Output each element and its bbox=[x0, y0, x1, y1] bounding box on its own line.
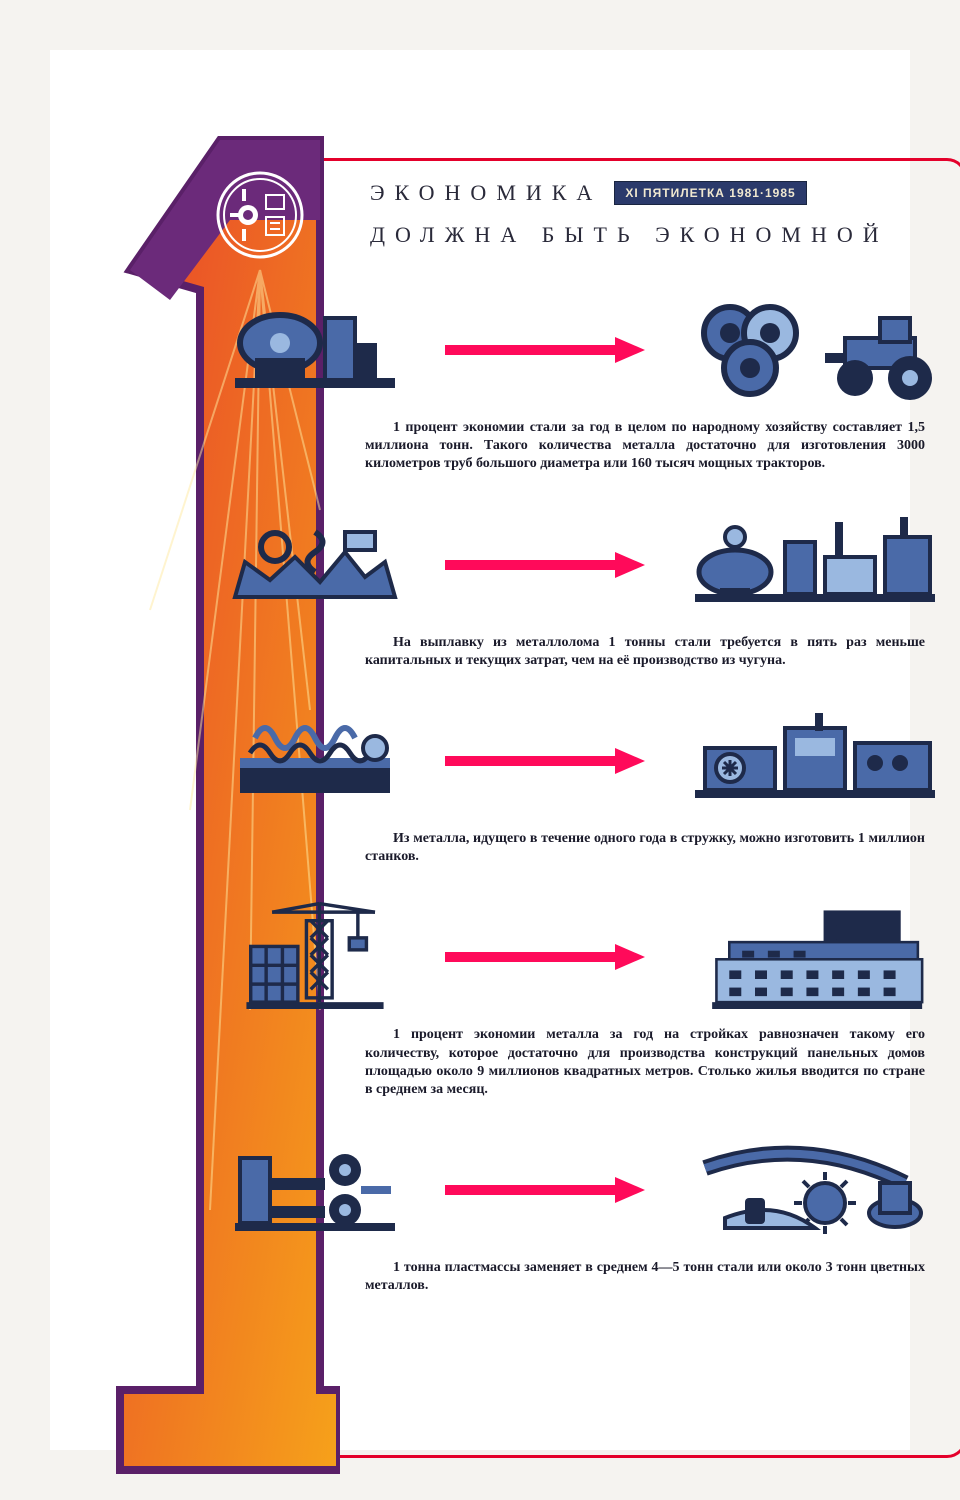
plastic-parts-icon bbox=[685, 1128, 945, 1253]
row-construction: 1 процент экономии металла за год на стр… bbox=[225, 892, 945, 1099]
row-text: На выплавку из металлолома 1 тонны стали… bbox=[365, 634, 925, 670]
row-swarf: Из металла, идущего в течение одного год… bbox=[225, 696, 945, 866]
arrow-icon bbox=[405, 335, 685, 365]
arrow-icon bbox=[405, 1175, 685, 1205]
apartment-blocks-icon bbox=[685, 895, 945, 1020]
title-top: ЭКОНОМИКА bbox=[370, 180, 602, 206]
scrap-icon bbox=[225, 502, 405, 627]
swarf-icon bbox=[225, 698, 405, 823]
steelworks-icon bbox=[685, 502, 945, 627]
rolling-mill-icon bbox=[225, 1128, 405, 1253]
content-column: 1 процент экономии стали за год в целом … bbox=[225, 285, 945, 1321]
header: ЭКОНОМИКА XI ПЯТИЛЕТКА 1981·1985 ДОЛЖНА … bbox=[370, 180, 940, 248]
furnace-icon bbox=[225, 288, 405, 413]
title-bottom: ДОЛЖНА БЫТЬ ЭКОНОМНОЙ bbox=[370, 222, 940, 248]
machine-tools-icon bbox=[685, 698, 945, 823]
five-year-plan-badge: XI ПЯТИЛЕТКА 1981·1985 bbox=[614, 181, 806, 205]
page: ЭКОНОМИКА XI ПЯТИЛЕТКА 1981·1985 ДОЛЖНА … bbox=[50, 50, 910, 1450]
row-text: Из металла, идущего в течение одного год… bbox=[365, 830, 925, 866]
row-scrap: На выплавку из металлолома 1 тонны стали… bbox=[225, 500, 945, 670]
crane-icon bbox=[225, 895, 405, 1020]
row-text: 1 процент экономии металла за год на стр… bbox=[365, 1026, 925, 1099]
row-steel: 1 процент экономии стали за год в целом … bbox=[225, 285, 945, 474]
arrow-icon bbox=[405, 746, 685, 776]
row-text: 1 тонна пластмассы заменяет в среднем 4—… bbox=[365, 1259, 925, 1295]
row-plastics: 1 тонна пластмассы заменяет в среднем 4—… bbox=[225, 1125, 945, 1295]
pipes-tractor-icon bbox=[685, 288, 945, 413]
arrow-icon bbox=[405, 550, 685, 580]
row-text: 1 процент экономии стали за год в целом … bbox=[365, 419, 925, 474]
arrow-icon bbox=[405, 942, 685, 972]
